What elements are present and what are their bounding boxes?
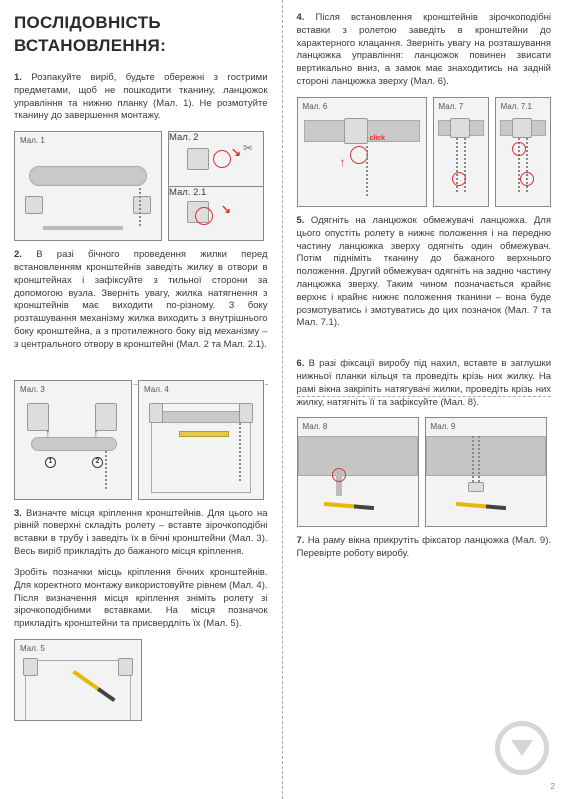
step-6: 6. В разі фіксації виробу під нахил, вст…: [297, 358, 552, 409]
fig-label-5: Мал. 5: [20, 644, 45, 655]
step-3a: 3. Визначте місця кріплення кронштейнів.…: [14, 508, 268, 559]
fig-label-1: Мал. 1: [20, 136, 45, 147]
step-6-num: 6.: [297, 358, 305, 369]
step-3-num: 3.: [14, 508, 22, 519]
figure-6: Мал. 6 click ↑: [297, 97, 427, 207]
figure-1: Мал. 1: [14, 131, 162, 241]
right-column: 4. Після встановлення кронштейнів зірочк…: [283, 0, 565, 799]
step-5-text: Одягніть на ланцюжок обмежувачі ланцюжка…: [297, 215, 552, 329]
fig-label-6: Мал. 6: [303, 102, 328, 113]
fig-label-8: Мал. 8: [303, 422, 328, 433]
step-3b: Зробіть позначки місць кріплення бічних …: [14, 567, 268, 631]
step-5: 5. Одягніть на ланцюжок обмежувачі ланцю…: [297, 215, 552, 330]
step-1-text: Розпакуйте виріб, будьте обережні з гост…: [14, 72, 268, 121]
figure-71: Мал. 7.1: [495, 97, 551, 207]
step-7-num: 7.: [297, 535, 305, 546]
step-2-text: В разі бічного проведення жилки перед вс…: [14, 249, 268, 350]
click-label: click: [370, 134, 386, 143]
step-1: 1. Розпакуйте виріб, будьте обережні з г…: [14, 72, 268, 123]
step-5-num: 5.: [297, 215, 305, 226]
left-column: ПОСЛІДОВНІСТЬ ВСТАНОВЛЕННЯ: 1. Розпакуйт…: [0, 0, 283, 799]
step-4-num: 4.: [297, 12, 305, 23]
step-4: 4. Після встановлення кронштейнів зірочк…: [297, 12, 552, 89]
step-2-num: 2.: [14, 249, 22, 260]
right-hdivider: [297, 396, 552, 397]
figure-7: Мал. 7: [433, 97, 489, 207]
watermark-icon: [495, 721, 549, 775]
figure-8: Мал. 8: [297, 417, 419, 527]
fig-row-3: Мал. 5: [14, 639, 268, 721]
figure-3: Мал. 3 ↑ ↑ 1 2: [14, 380, 132, 500]
figure-2-split: Мал. 2 ↘ ✂ Мал. 2.1 ↘: [168, 131, 264, 241]
fig-label-21: Мал. 2.1: [169, 187, 206, 198]
page-number: 2: [551, 782, 555, 793]
step-3a-text: Визначте місця кріплення кронштейнів. Дл…: [14, 508, 268, 557]
fig-label-71: Мал. 7.1: [501, 102, 532, 113]
step-6-text: В разі фіксації виробу під нахил, вставт…: [297, 358, 552, 407]
fig-label-9: Мал. 9: [431, 422, 456, 433]
figure-4: Мал. 4: [138, 380, 264, 500]
step-3b-text: Зробіть позначки місць кріплення бічних …: [14, 567, 268, 629]
step-4-text: Після встановлення кронштейнів зірочкопо…: [297, 12, 552, 87]
step-7: 7. На раму вікна прикрутіть фіксатор лан…: [297, 535, 552, 561]
fig-label-3: Мал. 3: [20, 385, 45, 396]
step-7-text: На раму вікна прикрутіть фіксатор ланцюж…: [297, 535, 552, 559]
page-title: ПОСЛІДОВНІСТЬ ВСТАНОВЛЕННЯ:: [14, 12, 268, 58]
fig-label-7: Мал. 7: [439, 102, 464, 113]
fig-label-4: Мал. 4: [144, 385, 169, 396]
figure-5: Мал. 5: [14, 639, 142, 721]
fig-label-2: Мал. 2: [169, 132, 198, 143]
step-2: 2. В разі бічного проведення жилки перед…: [14, 249, 268, 352]
step-1-num: 1.: [14, 72, 22, 83]
fig-row-1: Мал. 1 Мал. 2 ↘ ✂ Мал. 2.1 ↘: [14, 131, 268, 241]
fig-row-4: Мал. 6 click ↑ Мал. 7 Мал. 7.1: [297, 97, 552, 207]
fig-row-5: Мал. 8 Мал. 9: [297, 417, 552, 527]
fig-row-2: Мал. 3 ↑ ↑ 1 2 Мал. 4: [14, 380, 268, 500]
figure-9: Мал. 9: [425, 417, 547, 527]
